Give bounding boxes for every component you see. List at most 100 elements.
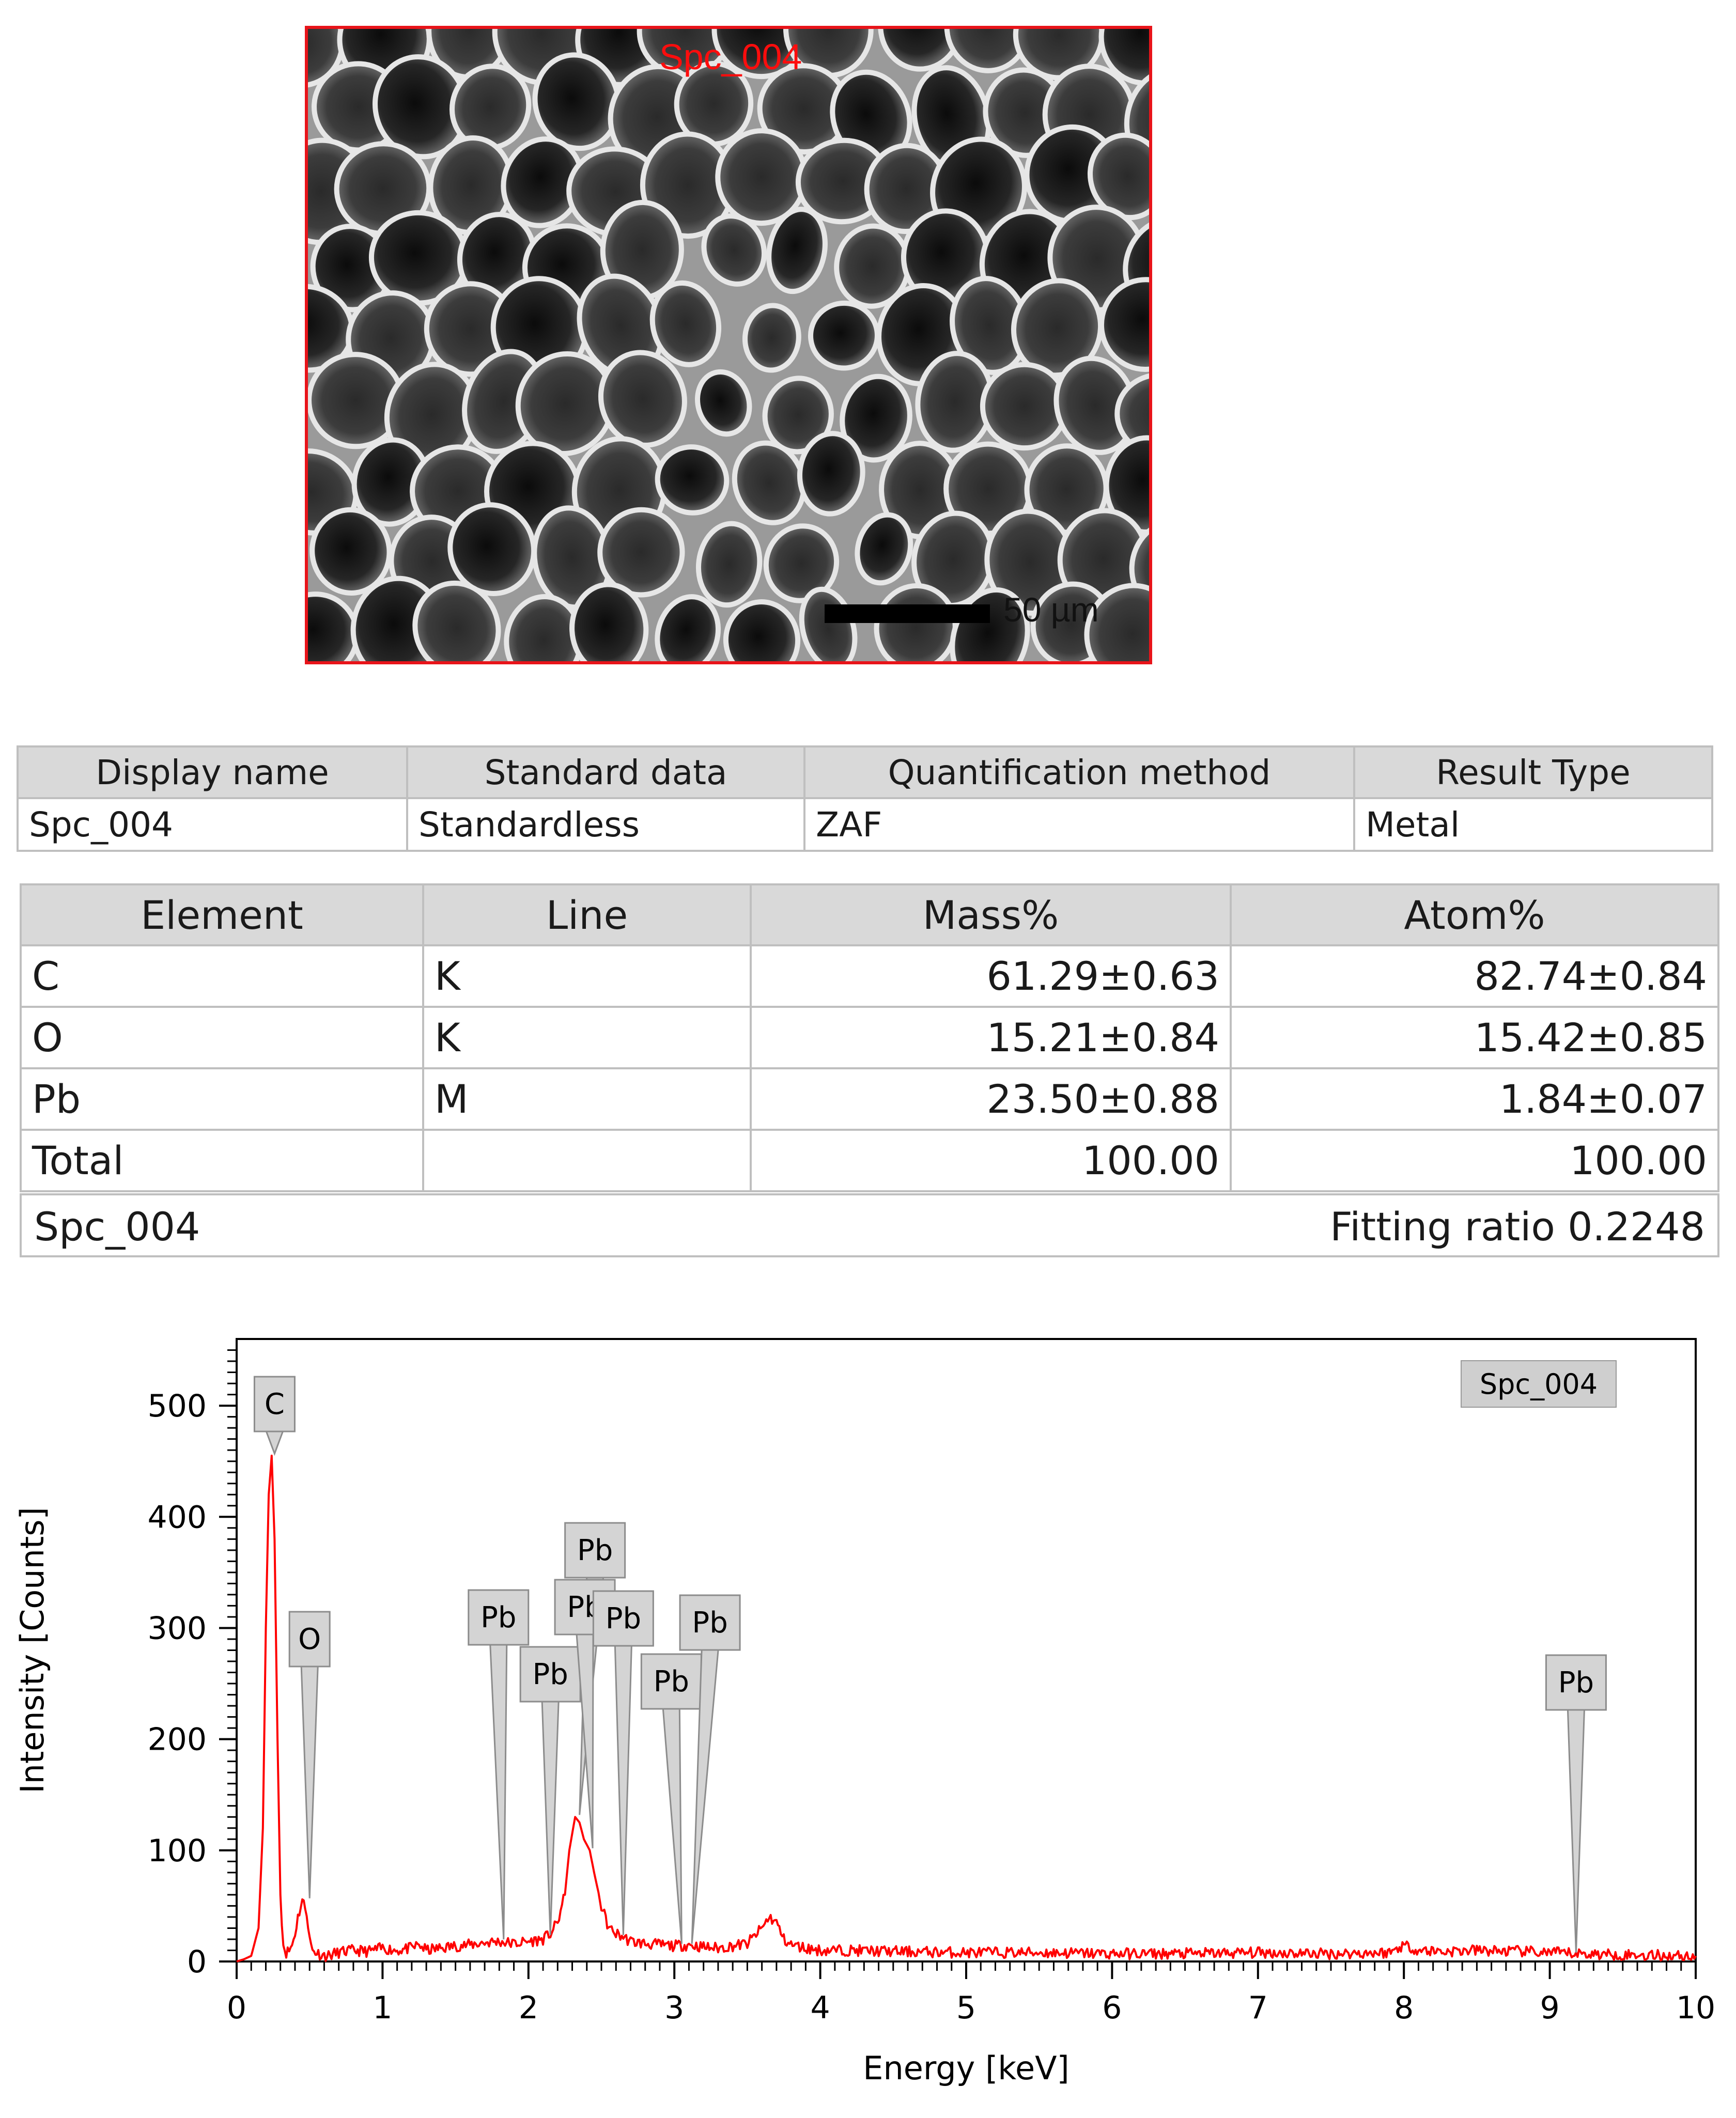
cell-line: K — [422, 944, 752, 1008]
peak-label-text: Pb — [532, 1658, 568, 1691]
peak-label-text: C — [265, 1388, 285, 1421]
pore — [1087, 132, 1149, 221]
peak-label-text: Pb — [1558, 1666, 1594, 1700]
pore — [797, 431, 865, 517]
x-axis-label: Energy [keV] — [863, 2049, 1069, 2087]
cell-atom-percent: 100.00 — [1230, 1129, 1719, 1192]
cell-element: O — [19, 1006, 425, 1069]
peak-label-pb: Pb — [592, 1590, 654, 1935]
pore — [309, 507, 392, 596]
cell-display-name: Spc_004 — [16, 797, 409, 852]
pore — [855, 512, 913, 586]
cell-mass-percent: 100.00 — [750, 1129, 1232, 1192]
header-standard-data: Standard data — [406, 745, 806, 799]
x-tick-label: 6 — [1102, 1990, 1122, 2026]
spectrum-label: Spc_004 — [659, 37, 802, 77]
x-tick-label: 0 — [227, 1990, 246, 2026]
pore — [1098, 277, 1149, 372]
y-tick-label: 400 — [147, 1499, 207, 1535]
fitting-ratio: Fitting ratio 0.2248 — [1330, 1204, 1705, 1250]
pore — [597, 507, 685, 598]
pore — [723, 599, 801, 661]
peak-label-text: Pb — [654, 1665, 689, 1699]
header-element: Element — [19, 883, 425, 946]
pore — [840, 373, 912, 463]
peak-label-text: Pb — [577, 1534, 613, 1567]
cell-line: K — [422, 1006, 752, 1069]
info-table: Display name Standard data Quantificatio… — [16, 745, 1714, 852]
x-tick-label: 10 — [1676, 1990, 1715, 2026]
pore — [695, 369, 752, 437]
plot-area — [236, 1338, 1697, 1963]
pore — [1104, 435, 1149, 535]
pore — [569, 582, 649, 661]
cell-mass-percent: 15.21±0.84 — [750, 1006, 1232, 1069]
pore — [742, 303, 801, 373]
peak-label-pb: Pb — [468, 1589, 530, 1940]
pore — [447, 502, 537, 596]
cell-element: C — [19, 944, 425, 1008]
x-tick-label: 4 — [811, 1990, 830, 2026]
porous-structure-image — [308, 29, 1149, 661]
cell-result-type: Metal — [1353, 797, 1714, 852]
peak-label-c: C — [253, 1376, 296, 1456]
info-header-row: Display name Standard data Quantificatio… — [16, 745, 1714, 799]
y-tick-label: 100 — [147, 1833, 207, 1869]
y-tick-label: 300 — [147, 1610, 207, 1646]
cell-mass-percent: 23.50±0.88 — [750, 1067, 1232, 1131]
peak-label-text: Pb — [692, 1606, 727, 1640]
pore — [1129, 518, 1149, 619]
cell-line — [422, 1129, 752, 1192]
scale-bar — [825, 604, 990, 623]
peak-label-o: O — [288, 1611, 331, 1898]
fitting-summary: Spc_004 Fitting ratio 0.2248 — [20, 1193, 1719, 1257]
quantification-table: Element Line Mass% Atom% C K 61.29±0.63 … — [19, 883, 1719, 1192]
cell-element: Total — [19, 1129, 425, 1192]
cell-atom-percent: 82.74±0.84 — [1230, 944, 1719, 1008]
header-quantification-method: Quantification method — [803, 745, 1355, 799]
y-axis-label: Intensity [Counts] — [13, 1507, 51, 1793]
pore — [655, 594, 721, 661]
cell-element: Pb — [19, 1067, 425, 1131]
header-line: Line — [422, 883, 752, 946]
pore — [944, 29, 1031, 73]
peak-label-text: Pb — [606, 1602, 641, 1636]
cell-mass-percent: 61.29±0.63 — [750, 944, 1232, 1008]
y-tick-label: 0 — [187, 1944, 207, 1980]
quant-header-row: Element Line Mass% Atom% — [19, 883, 1719, 946]
cell-line: M — [422, 1067, 752, 1131]
pore — [598, 350, 687, 448]
peak-label-pb: Pb — [1545, 1654, 1607, 1953]
x-tick-label: 8 — [1394, 1990, 1414, 2026]
pore — [649, 280, 722, 367]
y-tick-label: 200 — [147, 1722, 207, 1758]
header-result-type: Result Type — [1353, 745, 1714, 799]
x-tick-label: 3 — [664, 1990, 684, 2026]
header-mass-percent: Mass% — [750, 883, 1232, 946]
info-data-row: Spc_004 Standardless ZAF Metal — [16, 797, 1714, 852]
x-tick-label: 1 — [373, 1990, 392, 2026]
pore — [412, 580, 501, 661]
peak-label-pb: Pb — [640, 1653, 702, 1944]
peak-label-text: O — [298, 1623, 321, 1656]
y-tick-label: 500 — [147, 1388, 207, 1424]
table-row-total: Total 100.00 100.00 — [19, 1129, 1719, 1192]
peak-label-pb: Pb — [679, 1594, 741, 1944]
sem-micrograph: Spc_004 50 µm — [305, 26, 1152, 664]
pore — [701, 213, 767, 287]
x-tick-label: 7 — [1248, 1990, 1268, 2026]
legend: Spc_004 — [1461, 1360, 1617, 1408]
spectrum-line — [236, 1454, 1697, 1963]
pore — [763, 523, 840, 603]
pore — [695, 521, 763, 608]
legend-entry: Spc_004 — [1480, 1368, 1598, 1400]
x-tick-label: 9 — [1540, 1990, 1560, 2026]
cell-atom-percent: 15.42±0.85 — [1230, 1006, 1719, 1069]
peak-label-pb: Pb — [519, 1646, 581, 1935]
x-tick-label: 5 — [956, 1990, 976, 2026]
header-display-name: Display name — [16, 745, 409, 799]
x-tick-label: 2 — [519, 1990, 538, 2026]
scale-bar-label: 50 µm — [1003, 590, 1099, 629]
cell-atom-percent: 1.84±0.07 — [1230, 1067, 1719, 1131]
